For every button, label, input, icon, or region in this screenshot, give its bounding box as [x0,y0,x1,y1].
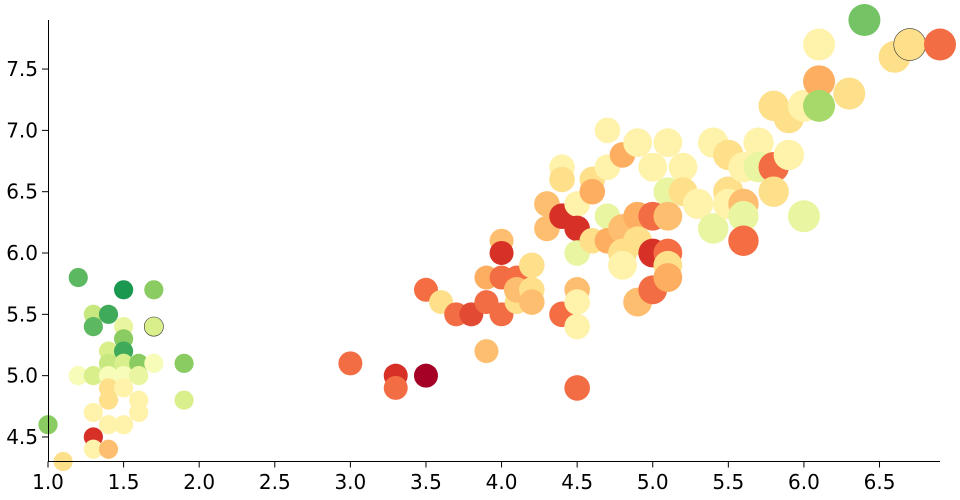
data-point [518,252,545,279]
data-point [83,402,103,423]
data-point [653,201,683,231]
data-point [144,280,164,300]
data-point [833,77,866,110]
data-point [608,250,637,280]
data-point [113,378,134,398]
data-point [68,366,88,386]
data-point [144,353,164,373]
x-tick-label: 2.5 [259,470,291,494]
data-point [594,117,621,144]
data-point [803,89,836,122]
data-point [113,280,134,300]
data-point [68,267,88,288]
x-tick-label: 1.5 [108,470,140,494]
data-point [728,225,759,256]
x-axis: 1.0 1.5 2.0 2.5 3.0 3.5 4.0 4.5 5.0 5.5 6.0 6.5 [32,461,896,494]
data-point [924,28,956,61]
data-point [143,316,164,337]
x-tick-label: 2.0 [183,470,215,494]
data-point [758,176,789,207]
data-point [564,375,590,401]
data-point [174,390,194,410]
data-point [623,128,653,158]
x-tick-label: 4.0 [486,470,518,494]
data-point [682,188,714,220]
data-point [338,351,363,376]
x-tick-label: 3.5 [410,470,442,494]
data-point [653,128,683,158]
x-tick-label: 5.5 [712,470,744,494]
y-tick-label: 5.0 [6,364,38,388]
y-axis: 4.5 5.0 5.5 6.0 6.5 7.0 7.5 [6,57,48,449]
data-point [787,200,820,233]
data-point [489,241,514,266]
data-point [549,166,575,193]
data-point [518,289,545,315]
x-tick-label: 5.0 [637,470,669,494]
data-point [474,339,499,364]
data-points [38,4,956,472]
data-point [413,363,438,388]
data-point [564,289,590,315]
data-point [113,415,134,435]
data-point [848,4,881,36]
data-point [728,201,759,232]
y-tick-label: 5.5 [6,302,38,326]
data-point [98,439,119,459]
y-tick-label: 4.5 [6,425,38,449]
data-point [803,65,836,98]
x-tick-label: 3.0 [334,470,366,494]
data-point [98,415,119,435]
x-tick-label: 6.5 [864,470,896,494]
data-point [383,375,408,400]
data-point [564,313,590,340]
data-point [129,366,149,386]
data-point [893,28,927,61]
data-point [803,28,836,61]
data-point [638,152,668,182]
x-tick-label: 6.0 [788,470,820,494]
data-point [83,366,103,386]
data-point [83,439,103,459]
data-point [743,127,774,158]
x-tick-label: 1.0 [32,470,64,494]
y-tick-label: 7.0 [6,118,38,142]
data-point [698,213,729,244]
x-tick-label: 4.5 [561,470,593,494]
data-point [129,402,149,423]
data-point [98,304,119,324]
y-tick-label: 6.5 [6,180,38,204]
y-tick-label: 6.0 [6,241,38,265]
y-tick-label: 7.5 [6,57,38,81]
data-point [579,178,606,205]
data-point [653,263,683,292]
data-point [773,139,805,171]
data-point [83,316,103,337]
data-point [174,353,194,373]
data-point [98,390,119,410]
data-point [668,152,698,182]
